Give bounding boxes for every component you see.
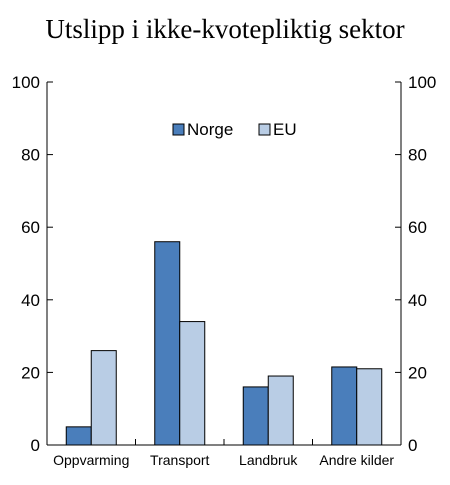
y-tick-label-left: 40 — [21, 291, 40, 310]
legend-swatch-eu — [258, 123, 271, 136]
y-tick-label-left: 100 — [12, 73, 40, 92]
x-tick-label: Landbruk — [239, 452, 298, 468]
bar-norge-2 — [242, 386, 269, 446]
y-tick-label-right: 100 — [408, 73, 436, 92]
bar-norge-1 — [154, 241, 181, 446]
legend-label-norge: Norge — [187, 120, 233, 139]
legend-swatch-norge — [172, 123, 185, 136]
y-tick-label-right: 80 — [408, 146, 427, 165]
legend-label-eu: EU — [273, 120, 297, 139]
y-tick-label-right: 20 — [408, 363, 427, 382]
y-tick-label-right: 0 — [408, 436, 417, 455]
chart-title: Utslipp i ikke-kvotepliktig sektor — [45, 14, 405, 44]
bar-eu-2 — [267, 375, 294, 446]
y-tick-label-left: 20 — [21, 363, 40, 382]
bar-norge-3 — [331, 366, 358, 446]
y-tick-label-left: 0 — [31, 436, 40, 455]
x-tick-label: Transport — [150, 452, 210, 468]
bar-eu-0 — [90, 350, 117, 446]
y-tick-label-left: 60 — [21, 218, 40, 237]
y-tick-label-right: 40 — [408, 291, 427, 310]
x-tick-label: Oppvarming — [53, 452, 129, 468]
bar-eu-3 — [356, 368, 383, 446]
x-tick-label: Andre kilder — [319, 452, 394, 468]
bar-eu-1 — [179, 321, 206, 446]
y-tick-label-right: 60 — [408, 218, 427, 237]
y-tick-label-left: 80 — [21, 146, 40, 165]
bar-norge-0 — [65, 426, 92, 446]
